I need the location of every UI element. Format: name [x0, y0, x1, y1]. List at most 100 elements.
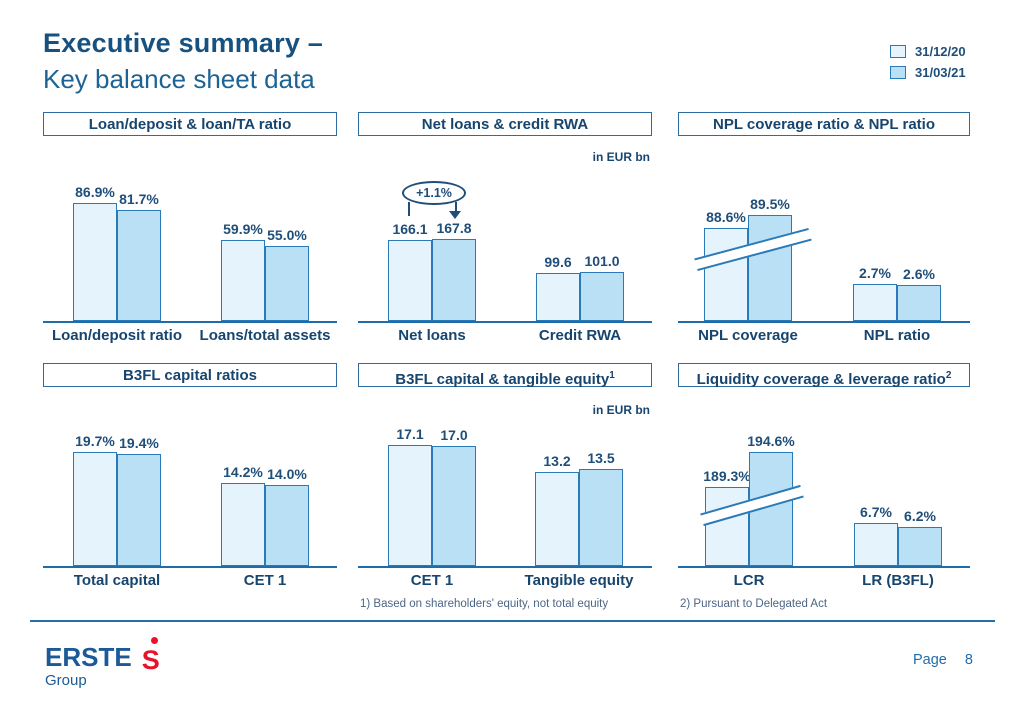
bar-value-label: 19.7% — [75, 433, 115, 449]
bar-value-label: 14.0% — [267, 466, 307, 482]
bar-value-label: 17.0 — [440, 427, 468, 443]
category-label: Loans/total assets — [199, 327, 331, 344]
category-label: Loan/deposit ratio — [51, 327, 182, 344]
bar-value-label: 81.7% — [119, 191, 159, 207]
bar-loans-total-assets-31/03/21 — [265, 246, 309, 321]
bar-value-label: 6.7% — [860, 504, 892, 520]
bar-credit-rwa-31/03/21 — [580, 272, 624, 321]
logo-subtitle: Group — [45, 672, 87, 689]
erste-group-logo: ERSTE S Group — [45, 637, 168, 689]
delta-annotation: +1.1% — [402, 181, 466, 205]
unit-note: in EUR bn — [592, 403, 650, 417]
bar-value-label: 167.8 — [436, 220, 472, 236]
bar-loan-deposit-ratio-31/03/21 — [117, 210, 161, 321]
chart-panel-2: Net loans & credit RWA in EUR bn 166.1 167.… — [358, 112, 652, 352]
annotation-arrowhead-icon — [449, 211, 461, 219]
bar-value-label: 55.0% — [267, 227, 307, 243]
legend-item-curr: 31/03/21 — [890, 65, 966, 80]
page-number: Page 8 — [913, 652, 973, 668]
bar-npl-coverage-31/12/20 — [704, 228, 748, 321]
category-label: LR (B3FL) — [862, 572, 934, 589]
chart-title-sup: 2 — [945, 370, 952, 381]
category-label: NPL ratio — [863, 327, 931, 344]
chart-title: Loan/deposit & loan/TA ratio — [43, 112, 337, 136]
legend-swatch-curr — [890, 66, 906, 79]
chart-panel-6: Liquidity coverage & leverage ratio2 189.… — [678, 363, 970, 603]
bar-lcr-31/12/20 — [705, 487, 749, 566]
bar-cet-1-31/12/20 — [221, 483, 265, 566]
axis-line — [43, 566, 337, 568]
bar-total-capital-31/12/20 — [73, 452, 117, 566]
bar-value-label: 14.2% — [223, 464, 263, 480]
bar-cet-1-31/03/21 — [432, 446, 476, 566]
bar-net-loans-31/03/21 — [432, 239, 476, 321]
bar-value-label: 2.6% — [903, 266, 935, 282]
logo-wordmark: ERSTE — [45, 642, 132, 672]
bar-value-label: 166.1 — [392, 221, 428, 237]
legend-label-curr: 31/03/21 — [915, 65, 966, 80]
logo-s-dot — [150, 637, 158, 644]
bar-loan-deposit-ratio-31/12/20 — [73, 203, 117, 321]
chart-title: NPL coverage ratio & NPL ratio — [678, 112, 970, 136]
page-label: Page — [913, 652, 947, 668]
bar-value-label: 99.6 — [544, 254, 572, 270]
chart-title: B3FL capital ratios — [43, 363, 337, 387]
bottom-divider — [30, 620, 995, 622]
chart-panel-3: NPL coverage ratio & NPL ratio 88.6% 89.5%… — [678, 112, 970, 352]
legend: 31/12/20 31/03/21 — [890, 44, 966, 86]
chart-panel-4: B3FL capital ratios 19.7% 19.4% Total capit… — [43, 363, 337, 603]
bar-loans-total-assets-31/12/20 — [221, 240, 265, 321]
bar-value-label: 189.3% — [703, 468, 751, 484]
axis-line — [358, 321, 652, 323]
legend-label-prev: 31/12/20 — [915, 44, 966, 59]
logo-wordmark-row: ERSTE S — [45, 637, 168, 674]
category-label: Total capital — [73, 572, 161, 589]
page-title-line2: Key balance sheet data — [43, 64, 315, 94]
axis-line — [678, 566, 970, 568]
bar-value-label: 17.1 — [396, 426, 424, 442]
bar-tangible-equity-31/12/20 — [535, 472, 579, 566]
bar-lr-b3fl--31/03/21 — [898, 527, 942, 566]
bar-net-loans-31/12/20 — [388, 240, 432, 321]
bar-total-capital-31/03/21 — [117, 454, 161, 566]
bar-npl-ratio-31/03/21 — [897, 285, 941, 321]
logo-s-glyph: S — [141, 645, 160, 675]
footnote-1: 1) Based on shareholders' equity, not to… — [360, 598, 609, 610]
chart-panel-5: B3FL capital & tangible equity1 in EUR bn… — [358, 363, 652, 603]
unit-note: in EUR bn — [592, 150, 650, 164]
bar-credit-rwa-31/12/20 — [536, 273, 580, 321]
axis-line — [678, 321, 970, 323]
bar-value-label: 101.0 — [584, 253, 620, 269]
annotation-line-right — [455, 202, 457, 211]
bar-lr-b3fl--31/12/20 — [854, 523, 898, 566]
category-label: Net loans — [398, 327, 466, 344]
axis-line — [358, 566, 652, 568]
chart-title: Liquidity coverage & leverage ratio2 — [678, 363, 970, 388]
category-label: Credit RWA — [538, 327, 622, 344]
chart-title-sup: 1 — [609, 370, 615, 381]
sparkasse-s-icon: S — [138, 637, 168, 674]
category-label: CET 1 — [243, 572, 287, 589]
bar-value-label: 6.2% — [904, 508, 936, 524]
bar-npl-ratio-31/12/20 — [853, 284, 897, 321]
chart-title: Net loans & credit RWA — [358, 112, 652, 136]
bar-value-label: 59.9% — [223, 221, 263, 237]
bar-cet-1-31/12/20 — [388, 445, 432, 566]
bar-npl-coverage-31/03/21 — [748, 215, 792, 321]
page-title: Executive summary – Key balance sheet da… — [43, 28, 323, 95]
legend-swatch-prev — [890, 45, 906, 58]
bar-value-label: 2.7% — [859, 265, 891, 281]
page-title-line1: Executive summary – — [43, 28, 323, 58]
bar-value-label: 19.4% — [119, 435, 159, 451]
bar-value-label: 88.6% — [706, 209, 746, 225]
footnote-2: 2) Pursuant to Delegated Act — [680, 598, 828, 610]
axis-line — [43, 321, 337, 323]
bar-value-label: 89.5% — [750, 196, 790, 212]
bar-cet-1-31/03/21 — [265, 485, 309, 566]
category-label: LCR — [733, 572, 765, 589]
bar-value-label: 13.2 — [543, 453, 571, 469]
page-number-value: 8 — [964, 652, 973, 668]
category-label: NPL coverage — [698, 327, 798, 344]
category-label: Tangible equity — [524, 572, 634, 589]
